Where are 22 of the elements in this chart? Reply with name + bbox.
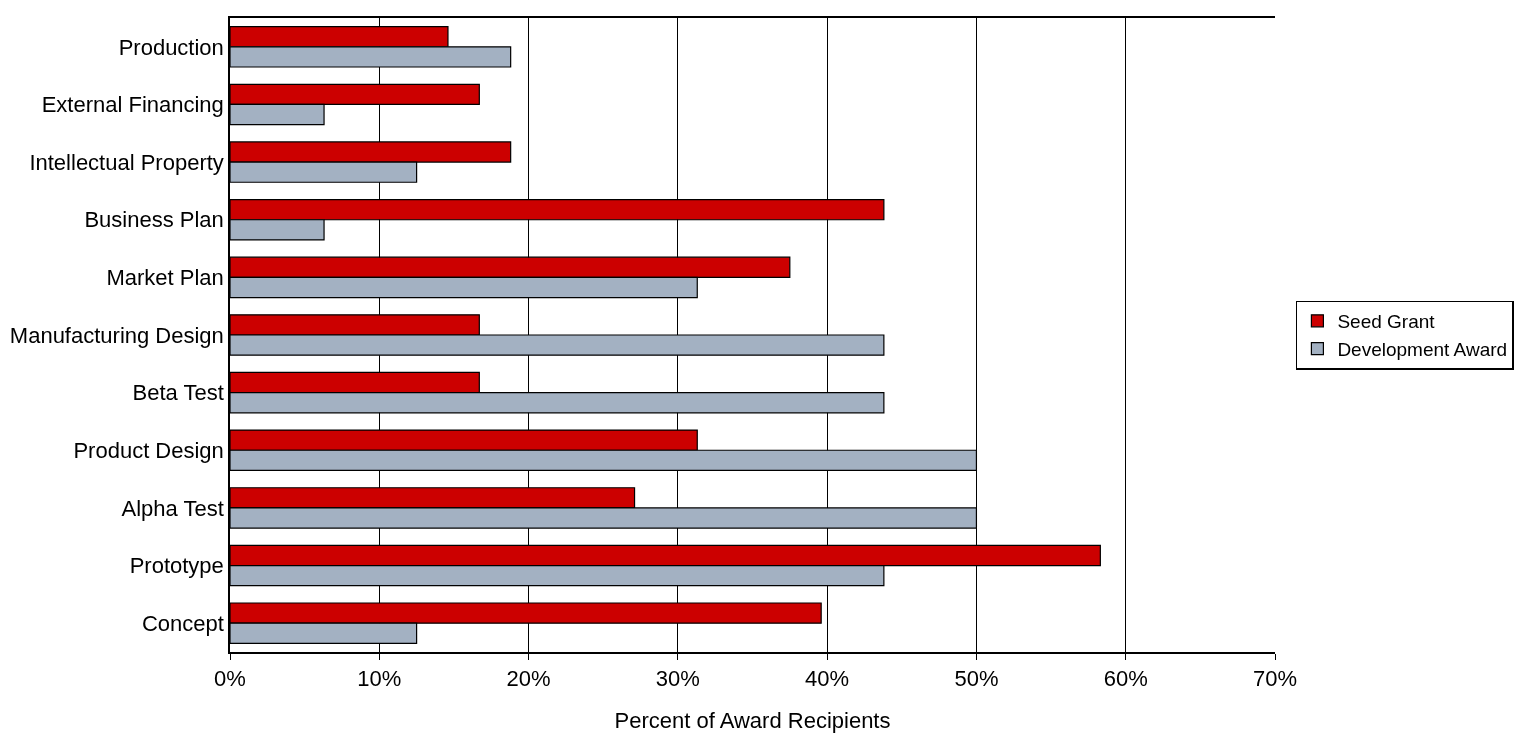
x-tick-label: 50%	[954, 666, 999, 692]
y-tick-label: Production	[118, 34, 224, 60]
y-tick-label: External Financing	[41, 92, 224, 118]
y-tick-label: Intellectual Property	[29, 149, 224, 175]
y-tick-label: Concept	[141, 610, 224, 636]
y-tick-label: Alpha Test	[121, 495, 224, 521]
y-tick-label: Product Design	[73, 437, 224, 463]
x-tick-label: 10%	[357, 666, 402, 692]
y-tick-label: Beta Test	[132, 380, 224, 406]
y-tick-label: Business Plan	[84, 207, 224, 233]
legend-label: Development Award	[1337, 338, 1508, 360]
x-axis-title: Percent of Award Recipients	[614, 707, 891, 733]
x-tick-label: 30%	[655, 666, 700, 692]
y-tick-label: Manufacturing Design	[9, 322, 224, 348]
x-tick-label: 40%	[805, 666, 850, 692]
y-tick-label: Prototype	[129, 553, 224, 579]
legend-label: Seed Grant	[1337, 311, 1436, 333]
x-tick-label: 0%	[214, 666, 246, 692]
x-tick-label: 70%	[1252, 666, 1298, 692]
y-tick-label: Market Plan	[106, 265, 224, 291]
x-tick-label: 20%	[506, 666, 551, 692]
x-tick-label: 60%	[1103, 666, 1148, 692]
